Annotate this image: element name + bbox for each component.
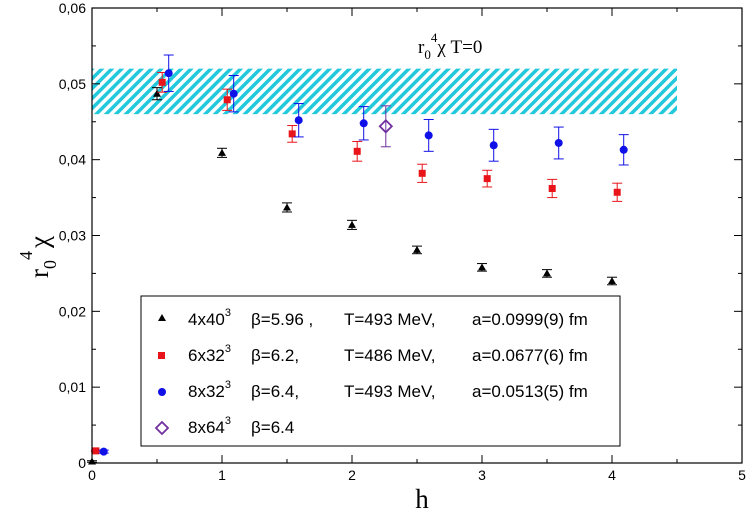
data-point <box>288 130 296 138</box>
series-4x40 <box>87 87 617 465</box>
legend-spacing-6x32: a=0.0677(6) fm <box>472 346 588 365</box>
data-point <box>543 269 551 277</box>
data-point <box>218 148 226 156</box>
data-point <box>359 119 368 128</box>
legend-temp-8x32: T=493 MeV, <box>344 382 436 401</box>
legend-marker-8x32 <box>158 388 166 396</box>
series-8x64 <box>378 105 394 148</box>
data-point <box>478 263 486 271</box>
legend-label-8x32: 8x323 <box>188 379 231 401</box>
data-point <box>229 89 238 98</box>
x-tick-label: 1 <box>218 467 226 483</box>
data-point <box>353 147 361 155</box>
legend: 4x403 β=5.96 , T=493 MeV, a=0.0999(9) fm… <box>140 295 621 447</box>
data-point <box>223 96 231 104</box>
data-point <box>164 69 173 78</box>
y-tick-label: 0 <box>78 455 86 471</box>
y-tick-label: 0,05 <box>59 76 86 92</box>
data-point <box>619 145 628 154</box>
data-point <box>413 245 421 253</box>
legend-spacing-8x32: a=0.0513(5) fm <box>472 382 588 401</box>
legend-marker-4x40 <box>158 314 166 321</box>
legend-beta-8x32: β=6.4, <box>251 382 299 401</box>
data-point <box>99 447 108 456</box>
y-tick-label: 0,03 <box>59 228 86 244</box>
data-point <box>92 447 100 455</box>
y-axis-label: r04χ <box>16 236 60 278</box>
data-point <box>613 188 621 196</box>
y-tick-label: 0,02 <box>59 303 86 319</box>
legend-beta-4x40: β=5.96 , <box>251 310 313 329</box>
x-axis-label: h <box>415 484 429 514</box>
data-point <box>608 277 616 284</box>
legend-label-8x64: 8x643 <box>188 415 231 437</box>
legend-beta-6x32: β=6.2, <box>251 346 299 365</box>
data-point <box>158 78 166 86</box>
data-point <box>283 203 291 211</box>
y-tick-label: 0,06 <box>59 0 86 16</box>
legend-marker-6x32 <box>158 352 165 359</box>
data-point <box>554 138 563 147</box>
reference-band <box>92 68 677 115</box>
data-point <box>348 220 356 228</box>
data-point <box>418 169 426 177</box>
data-point <box>424 131 433 140</box>
data-point <box>153 89 161 97</box>
data-point <box>548 184 556 192</box>
legend-temp-4x40: T=493 MeV, <box>344 310 436 329</box>
x-tick-label: 3 <box>478 467 486 483</box>
legend-marker-8x64 <box>154 420 170 436</box>
legend-spacing-4x40: a=0.0999(9) fm <box>472 310 588 329</box>
y-tick-label: 0,01 <box>59 379 86 395</box>
legend-box <box>140 295 621 447</box>
legend-label-6x32: 6x323 <box>188 343 231 365</box>
data-point <box>294 116 303 125</box>
series-6x32 <box>90 71 623 455</box>
legend-temp-6x32: T=486 MeV, <box>344 346 436 365</box>
x-tick-label: 4 <box>608 467 616 483</box>
data-point <box>489 141 498 150</box>
y-tick-label: 0,04 <box>59 152 86 168</box>
legend-label-4x40: 4x403 <box>188 307 231 329</box>
x-tick-label: 2 <box>348 467 356 483</box>
legend-beta-8x64: β=6.4 <box>251 418 294 437</box>
x-tick-label: 0 <box>88 467 96 483</box>
data-point <box>378 119 394 134</box>
data-point <box>483 175 491 183</box>
chart-title: r04χ T=0 <box>418 30 482 62</box>
series-8x32 <box>98 54 629 456</box>
x-tick-label: 5 <box>738 467 746 483</box>
